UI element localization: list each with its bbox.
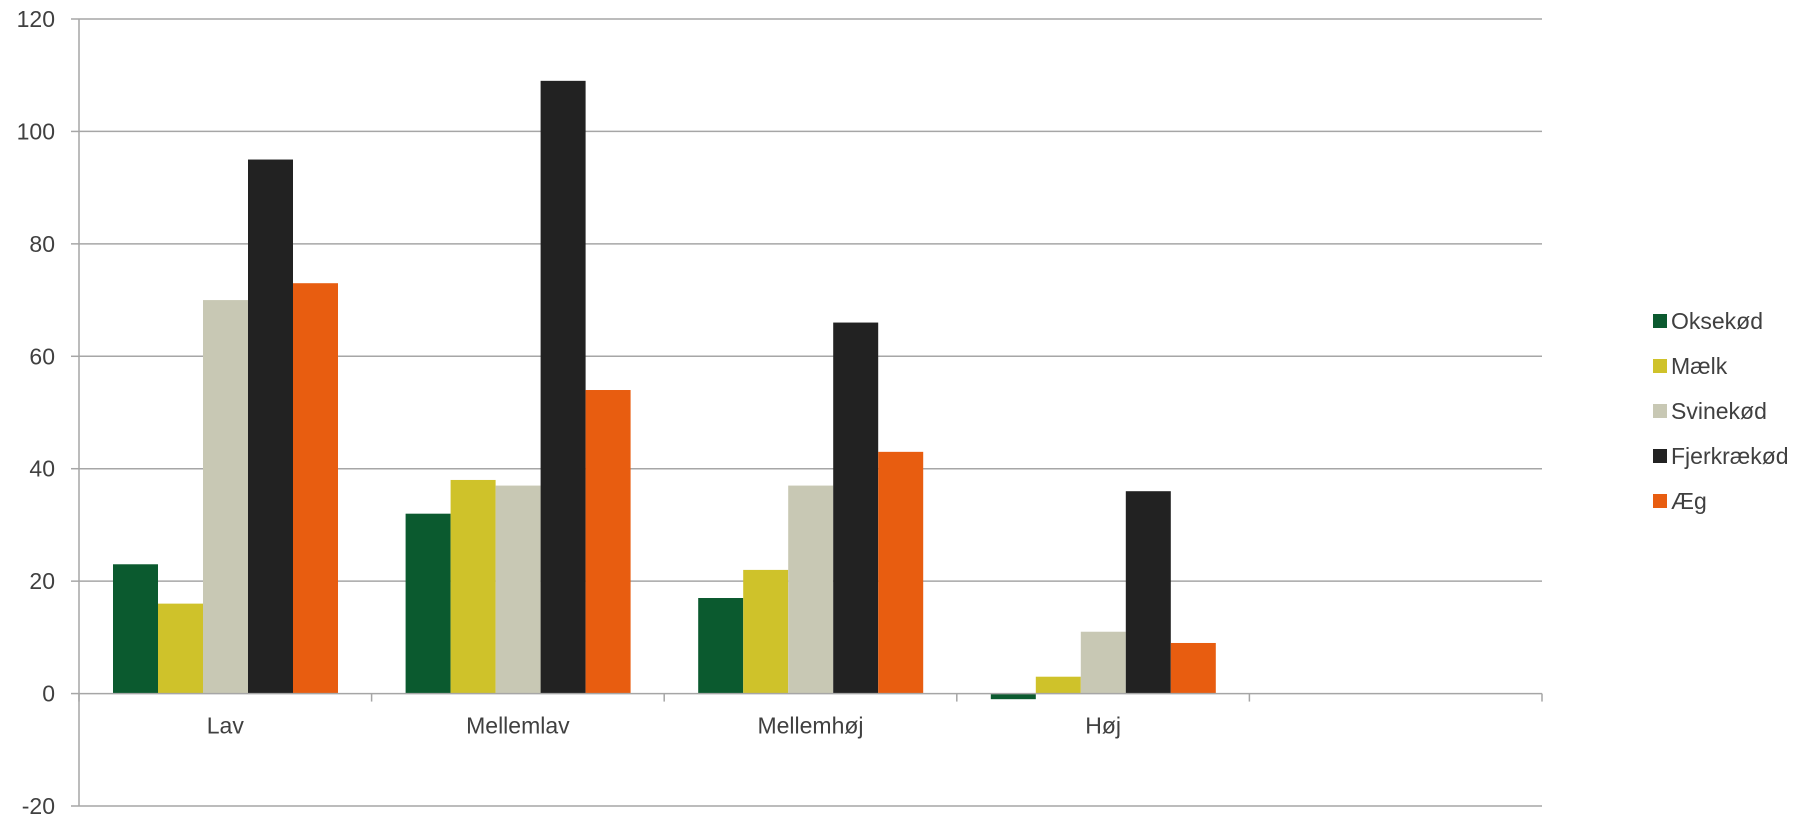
- legend-label: Mælk: [1671, 353, 1728, 379]
- y-tick-label: 60: [29, 343, 55, 369]
- y-tick-label: 20: [29, 568, 55, 594]
- x-category-label: Mellemhøj: [757, 713, 863, 739]
- bar-Mælk-Lav: [158, 603, 203, 694]
- legend-label: Oksekød: [1671, 308, 1763, 334]
- legend: Oksekød Mælk Svinekød Fjerkrækød Æg: [1653, 308, 1789, 514]
- x-category-labels: Lav Mellemlav Mellemhøj Høj: [207, 713, 1121, 739]
- bar-Æg-Lav: [293, 283, 338, 694]
- bar-Æg-Høj: [1170, 642, 1216, 694]
- bar-Mælk-Mellemlav: [450, 479, 496, 694]
- y-tick-label: -20: [22, 793, 55, 817]
- x-category-label: Høj: [1085, 713, 1121, 739]
- bar-Svinekød-Mellemhøj: [788, 485, 834, 694]
- bar-Fjerkrækød-Lav: [248, 159, 293, 694]
- bar-Svinekød-Mellemlav: [495, 485, 541, 694]
- bar-Svinekød-Lav: [203, 300, 248, 694]
- bar-Fjerkrækød-Mellemhøj: [833, 322, 879, 694]
- axes: [71, 18, 1543, 807]
- bar-Æg-Mellemlav: [585, 390, 631, 694]
- bar-Svinekød-Høj: [1080, 631, 1126, 694]
- y-tick-label: 100: [17, 118, 55, 144]
- bar-Oksekød-Mellemhøj: [698, 598, 744, 694]
- legend-swatch-Fjerkrækød: [1653, 449, 1667, 463]
- bar-Fjerkrækød-Høj: [1125, 491, 1171, 694]
- y-tick-label: 40: [29, 456, 55, 482]
- bar-Oksekød-Mellemlav: [405, 513, 451, 694]
- x-category-label: Lav: [207, 713, 245, 739]
- legend-swatch-Svinekød: [1653, 404, 1667, 418]
- y-tick-label: 120: [17, 6, 55, 32]
- bar-Æg-Mellemhøj: [878, 451, 924, 694]
- legend-label: Fjerkrækød: [1671, 443, 1789, 469]
- y-tick-label: 0: [42, 681, 55, 707]
- bar-Oksekød-Lav: [113, 564, 158, 694]
- bars: [113, 80, 1216, 700]
- legend-label: Svinekød: [1671, 398, 1767, 424]
- y-tick-label: 80: [29, 231, 55, 257]
- bar-Mælk-Mellemhøj: [743, 569, 789, 694]
- legend-swatch-Mælk: [1653, 359, 1667, 373]
- legend-swatch-Oksekød: [1653, 314, 1667, 328]
- legend-label: Æg: [1671, 488, 1707, 514]
- legend-swatch-Æg: [1653, 494, 1667, 508]
- bar-Mælk-Høj: [1035, 676, 1081, 694]
- bar-Oksekød-Høj: [990, 693, 1036, 700]
- bar-Fjerkrækød-Mellemlav: [540, 80, 586, 694]
- y-tick-labels: -20 0 20 40 60 80 100 120: [17, 6, 55, 819]
- x-category-label: Mellemlav: [466, 713, 570, 739]
